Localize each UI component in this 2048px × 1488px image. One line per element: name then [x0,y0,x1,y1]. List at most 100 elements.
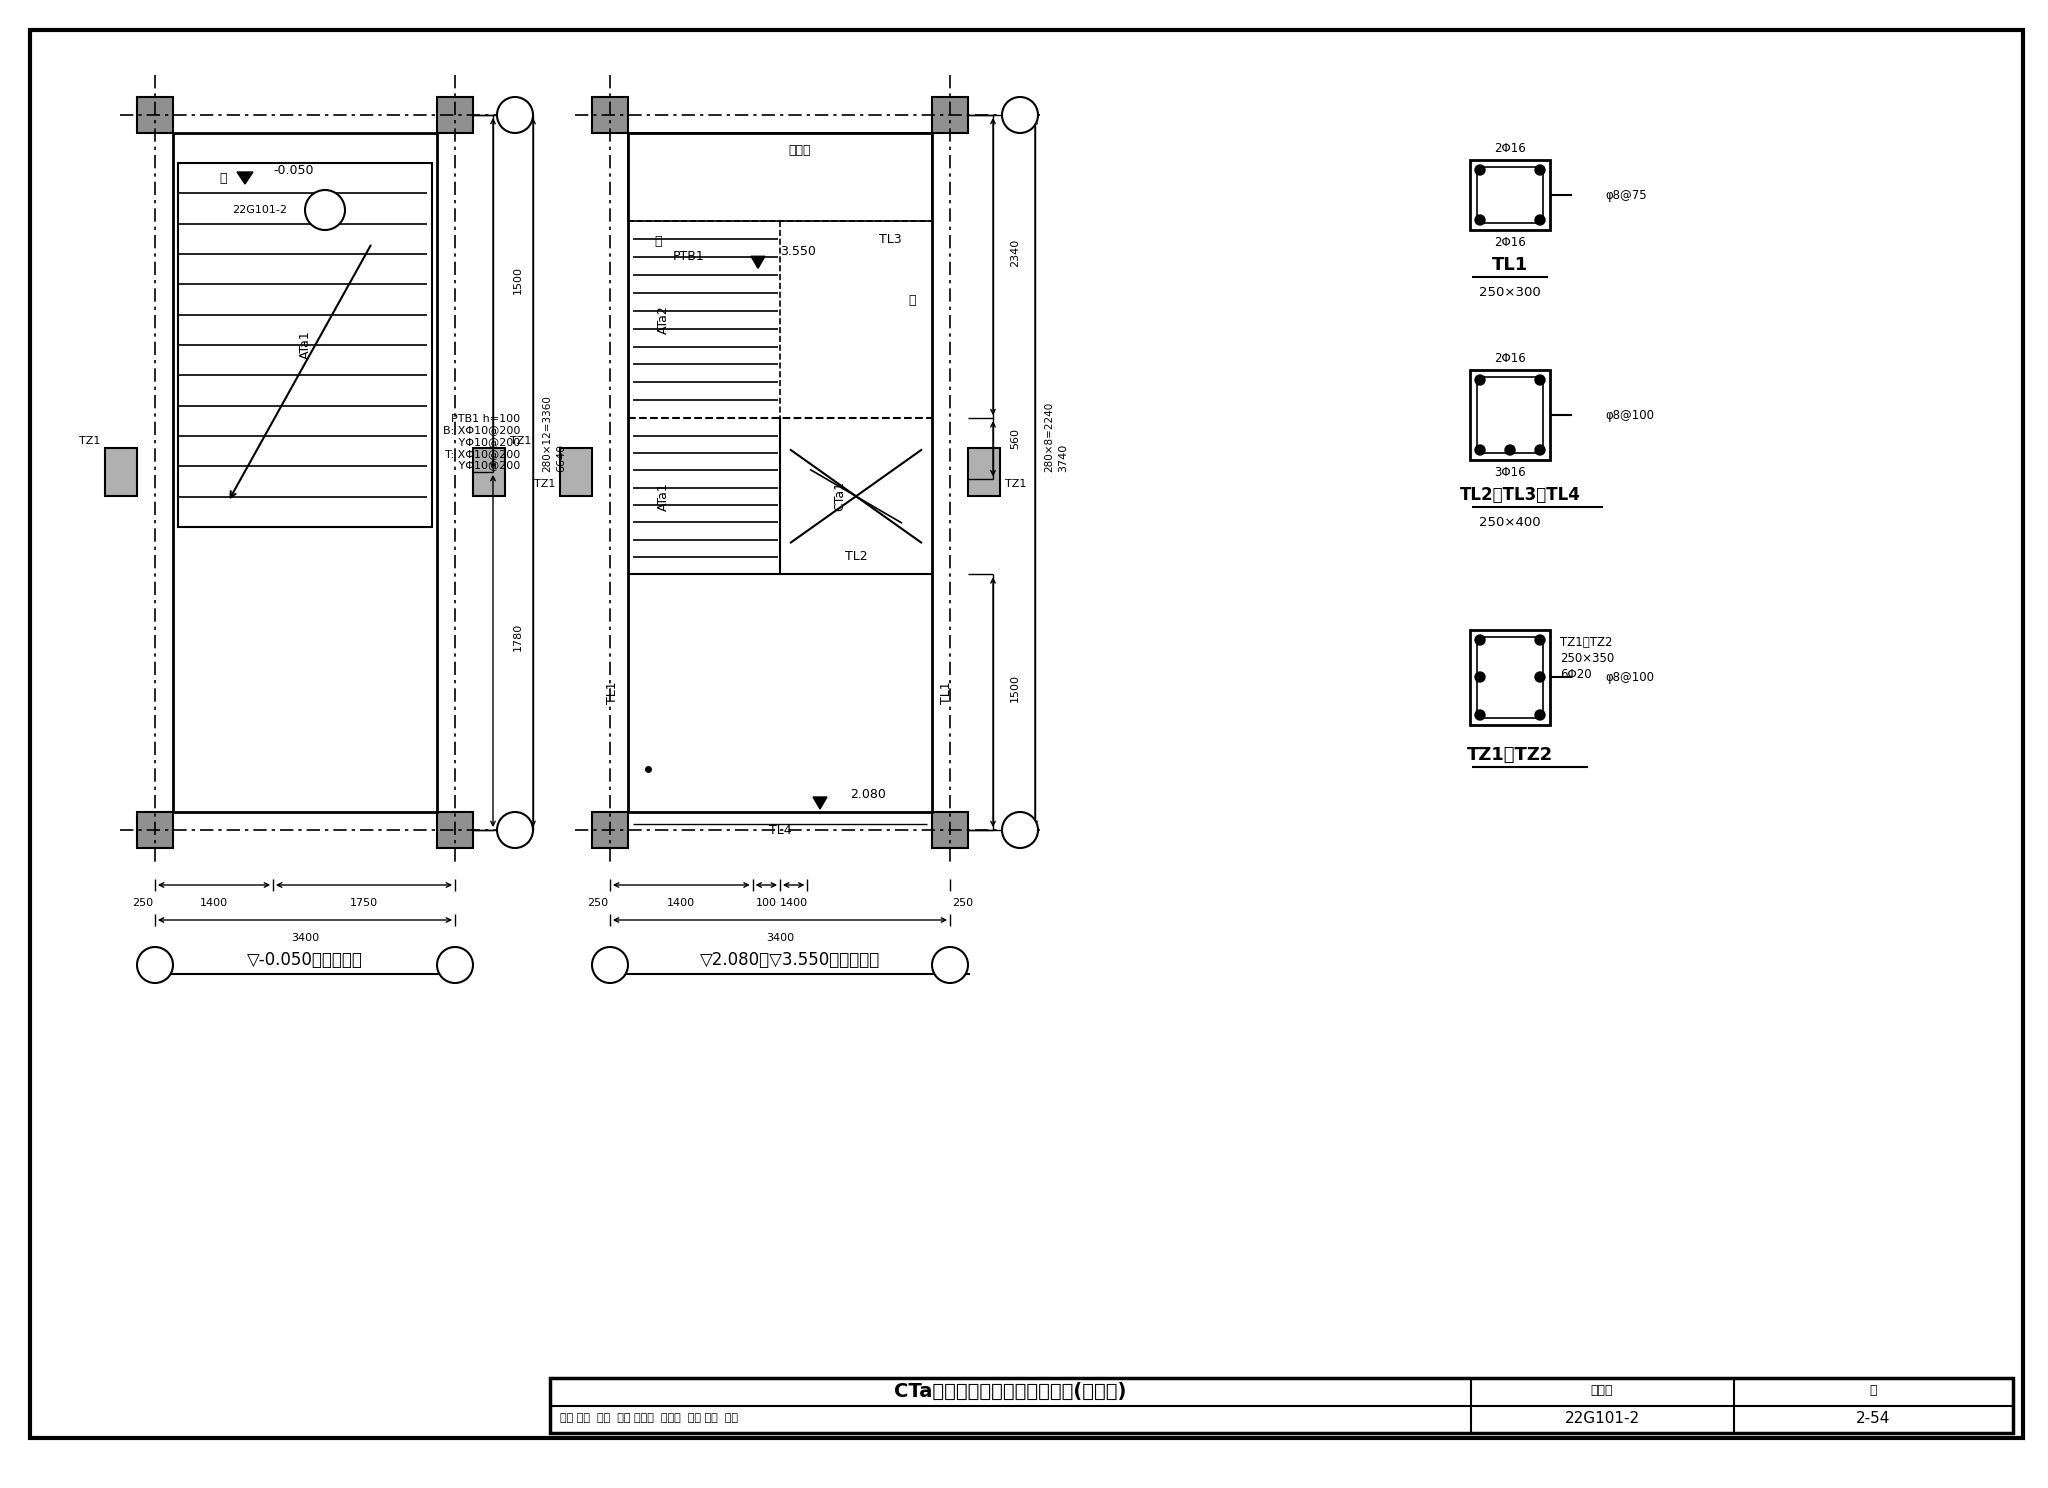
Text: ②: ② [150,958,162,972]
Bar [629,132,932,812]
Circle shape [1536,710,1544,720]
Text: TZ1: TZ1 [510,436,530,446]
Text: 上: 上 [219,171,227,185]
Text: 250×400: 250×400 [1479,515,1540,528]
Text: CTa1: CTa1 [834,481,846,512]
Polygon shape [813,798,827,809]
Text: TZ1: TZ1 [1006,479,1026,490]
Text: 560: 560 [1010,427,1020,449]
Circle shape [1475,375,1485,385]
Text: ②: ② [604,958,616,972]
Text: TL4: TL4 [768,823,791,836]
Text: ▽2.080～▽3.550楼梯平面图: ▽2.080～▽3.550楼梯平面图 [700,951,881,969]
Bar [1470,161,1550,231]
Text: ATa1: ATa1 [299,330,311,359]
Bar [104,448,137,496]
Text: TZ1、TZ2: TZ1、TZ2 [1466,745,1552,763]
Bar [473,448,506,496]
Text: TL2、TL3、TL4: TL2、TL3、TL4 [1460,487,1581,504]
Text: 2-54: 2-54 [1855,1411,1890,1426]
Bar [592,812,629,848]
Text: ATa2: ATa2 [657,305,670,335]
Text: 6Φ20: 6Φ20 [1561,668,1591,680]
Text: 楼层梁: 楼层梁 [788,144,811,158]
Text: A: A [1014,823,1026,836]
Polygon shape [238,173,254,185]
Text: PTB1: PTB1 [674,250,705,263]
Text: 250: 250 [588,897,608,908]
Text: 2Φ16: 2Φ16 [1495,141,1526,155]
Text: CTa型楼梯施工图剖面注写示例(平面图): CTa型楼梯施工图剖面注写示例(平面图) [893,1381,1126,1400]
Text: TL1: TL1 [606,682,618,704]
Bar [1470,629,1550,725]
Bar [932,812,969,848]
Text: 3400: 3400 [766,933,795,943]
Text: φ8@100: φ8@100 [1606,671,1655,683]
Text: 250×300: 250×300 [1479,286,1540,299]
Polygon shape [752,256,766,268]
Bar [932,97,969,132]
Circle shape [1536,635,1544,644]
Circle shape [1001,97,1038,132]
Text: 1400: 1400 [780,897,807,908]
Text: TL1: TL1 [1491,256,1528,274]
Circle shape [1536,673,1544,682]
Bar [137,812,172,848]
Text: -0.050: -0.050 [272,164,313,177]
Circle shape [1536,445,1544,455]
Bar [1470,371,1550,460]
Text: 3: 3 [319,196,330,210]
Text: ▽-0.050楼梯平面图: ▽-0.050楼梯平面图 [248,951,362,969]
Circle shape [137,946,172,984]
Bar [1477,637,1542,719]
Text: 2Φ16: 2Φ16 [1495,235,1526,248]
Text: ③: ③ [449,958,461,972]
Bar [969,448,999,496]
Text: 3740: 3740 [1059,445,1067,473]
Text: 1780: 1780 [512,623,522,652]
Text: 280×8=2240: 280×8=2240 [1044,402,1055,473]
Bar [551,1378,2013,1433]
Bar [592,97,629,132]
Text: TL3: TL3 [879,232,901,246]
Text: 3.550: 3.550 [780,244,815,257]
Circle shape [1475,673,1485,682]
Text: TL1: TL1 [940,682,954,704]
Text: A: A [510,823,520,836]
Text: TZ1、TZ2: TZ1、TZ2 [1561,635,1612,649]
Text: 3400: 3400 [291,933,319,943]
Circle shape [1536,375,1544,385]
Circle shape [932,946,969,984]
Circle shape [1475,165,1485,176]
Bar [436,97,473,132]
Text: 250: 250 [131,897,154,908]
Text: 1750: 1750 [350,897,379,908]
Text: 图集号: 图集号 [1591,1384,1614,1397]
Circle shape [1475,635,1485,644]
Text: B: B [510,109,520,122]
Text: 2-40: 2-40 [313,214,336,225]
Bar [172,132,436,812]
Text: TZ1: TZ1 [78,436,100,446]
Text: ③: ③ [944,958,956,972]
Text: 审核 张明  屿昐  校对 付国顺  伽仲佳  设计 李波  多版: 审核 张明 屿昐 校对 付国顺 伽仲佳 设计 李波 多版 [559,1414,737,1424]
Circle shape [305,190,344,231]
Circle shape [1505,445,1516,455]
Text: 2340: 2340 [1010,238,1020,266]
Text: 3Φ16: 3Φ16 [1495,466,1526,479]
Text: 250×350: 250×350 [1561,652,1614,665]
Circle shape [1536,165,1544,176]
Text: 2.080: 2.080 [850,787,887,801]
Circle shape [1475,214,1485,225]
Text: B: B [1014,109,1026,122]
Circle shape [1475,445,1485,455]
Text: ATa1: ATa1 [657,482,670,510]
Text: 1400: 1400 [201,897,227,908]
Circle shape [1536,214,1544,225]
Text: TZ1: TZ1 [535,479,555,490]
Text: 100: 100 [756,897,776,908]
Circle shape [498,97,532,132]
Circle shape [436,946,473,984]
Bar [137,97,172,132]
Text: 250: 250 [952,897,973,908]
